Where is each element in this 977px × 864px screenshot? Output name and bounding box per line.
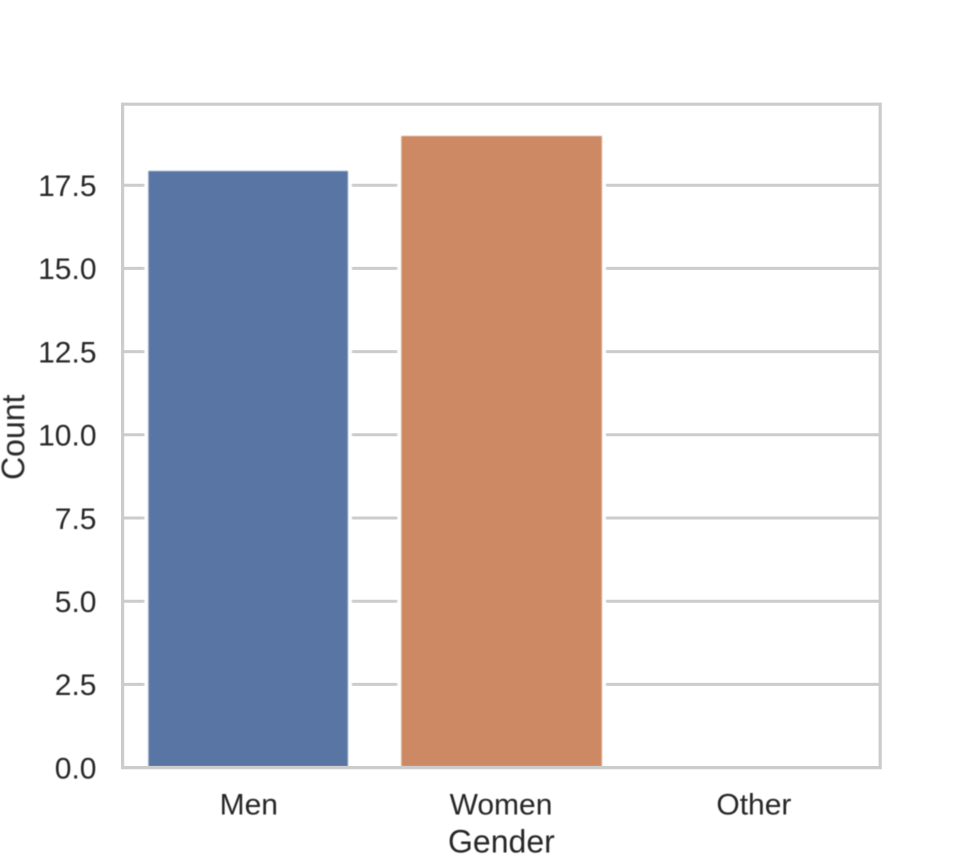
svg-text:12.5: 12.5 [38,336,96,369]
svg-text:10.0: 10.0 [38,420,96,453]
svg-text:7.5: 7.5 [55,503,97,536]
svg-text:5.0: 5.0 [55,586,97,619]
svg-text:Count: Count [0,394,31,480]
svg-text:2.5: 2.5 [55,669,97,702]
svg-text:Women: Women [450,789,553,822]
svg-text:0.0: 0.0 [55,752,97,785]
svg-text:17.5: 17.5 [38,170,96,203]
svg-text:Other: Other [716,789,791,822]
svg-text:Men: Men [220,789,278,822]
svg-text:15.0: 15.0 [38,253,96,286]
svg-text:Gender: Gender [448,824,555,860]
